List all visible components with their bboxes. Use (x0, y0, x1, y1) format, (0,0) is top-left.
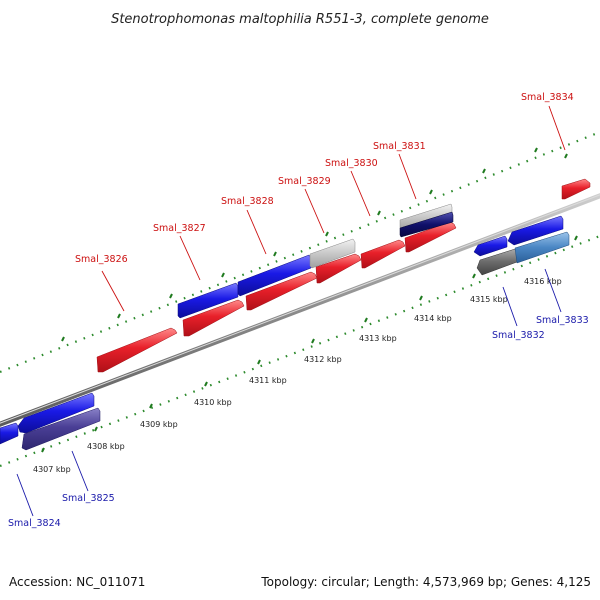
scale-label: 4314 kbp (414, 314, 452, 323)
gene-label: Smal_3827 (153, 223, 206, 234)
scale-label: 4312 kbp (304, 355, 342, 364)
gene-smal-3833-blue[interactable] (507, 215, 564, 246)
accession-text: Accession: NC_011071 (9, 575, 145, 589)
gene-smal-3830[interactable] (360, 239, 406, 269)
scale-label: 4311 kbp (249, 376, 287, 385)
gene-label: Smal_3825 (62, 493, 115, 504)
scale-label: 4310 kbp (194, 398, 232, 407)
scale-label: 4313 kbp (359, 334, 397, 343)
gene-label: Smal_3832 (492, 330, 545, 341)
outer-tick-marks (61, 147, 568, 342)
gene-label: Smal_3830 (325, 158, 378, 169)
inner-tick-marks (41, 235, 578, 453)
gene-label: Smal_3834 (521, 92, 574, 103)
map-title: Stenotrophomonas maltophilia R551-3, com… (111, 12, 489, 27)
gene-label: Smal_3833 (536, 315, 589, 326)
gene-blue-upper-b[interactable] (237, 254, 312, 297)
gene-smal-3826[interactable] (96, 327, 178, 373)
gene-label: Smal_3829 (278, 176, 331, 187)
scale-label: 4308 kbp (87, 442, 125, 451)
gene-smal-3832-blue[interactable] (473, 235, 508, 257)
scale-labels: 4307 kbp 4308 kbp 4309 kbp 4310 kbp 4311… (33, 277, 562, 474)
gene-smal-3825[interactable] (21, 407, 101, 451)
gene-label: Smal_3824 (8, 518, 61, 529)
genome-summary-text: Topology: circular; Length: 4,573,969 bp… (260, 575, 591, 589)
gene-smal-3829[interactable] (315, 253, 362, 284)
gene-label: Smal_3828 (221, 196, 274, 207)
gene-smal-3825-blue[interactable] (17, 392, 95, 434)
gene-smal-3834[interactable] (561, 178, 591, 200)
gene-smal-3833[interactable] (514, 231, 570, 264)
gene-gray-upper[interactable] (309, 238, 356, 269)
reverse-gene-labels: Smal_3824 Smal_3825 Smal_3832 Smal_3833 (8, 315, 589, 529)
forward-leader-lines (101, 105, 566, 312)
gene-navy-striped[interactable] (399, 211, 454, 238)
gene-label: Smal_3826 (75, 254, 128, 265)
gene-blue-upper-a[interactable] (177, 282, 239, 319)
reverse-leader-lines (16, 268, 562, 517)
gene-smal-3827[interactable] (182, 299, 245, 337)
gene-label: Smal_3831 (373, 141, 426, 152)
gene-smal-3824[interactable] (0, 422, 19, 445)
genome-backbone (0, 193, 600, 427)
scale-label: 4316 kbp (524, 277, 562, 286)
scale-label: 4315 kbp (470, 295, 508, 304)
forward-gene-labels: Smal_3826 Smal_3827 Smal_3828 Smal_3829 … (75, 92, 574, 265)
scale-label: 4307 kbp (33, 465, 71, 474)
scale-label: 4309 kbp (140, 420, 178, 429)
